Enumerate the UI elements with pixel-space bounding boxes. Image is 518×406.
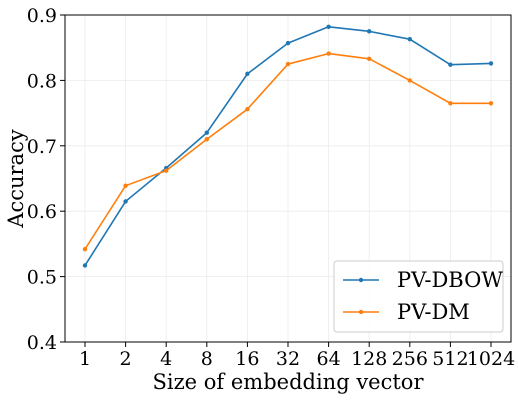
data-point-pv-dbow <box>204 130 209 135</box>
data-point-pv-dbow <box>82 263 88 268</box>
x-axis-title: Size of embedding vector <box>153 370 425 394</box>
legend-marker-pv-dm <box>358 309 364 315</box>
legend-marker-pv-dbow <box>358 277 364 283</box>
y-tick-label: 0.5 <box>27 267 57 289</box>
x-tick-label: 1 <box>79 348 91 370</box>
x-tick-label: 2 <box>120 348 132 370</box>
x-tick-label: 64 <box>317 348 341 370</box>
x-tick-label: 256 <box>392 348 428 370</box>
legend-box <box>333 260 504 333</box>
data-point-pv-dm <box>488 101 494 106</box>
x-tick-label: 4 <box>160 348 172 370</box>
y-tick-label: 0.4 <box>27 332 57 354</box>
legend: PV-DBOW PV-DM <box>333 260 504 333</box>
data-point-pv-dm <box>164 168 169 173</box>
y-axis-title: Accuracy <box>4 129 28 229</box>
data-point-pv-dbow <box>245 71 250 77</box>
data-point-pv-dm <box>407 78 412 83</box>
data-point-pv-dbow <box>407 36 412 42</box>
y-tick-label: 0.6 <box>27 201 57 223</box>
data-point-pv-dm <box>245 106 250 112</box>
data-point-pv-dm <box>204 137 209 142</box>
y-tick-label: 0.7 <box>27 136 57 158</box>
data-point-pv-dbow <box>326 24 331 29</box>
x-tick-label: 32 <box>276 348 300 370</box>
x-tick-label: 8 <box>201 348 213 370</box>
data-point-pv-dm <box>326 51 331 56</box>
y-tick-label: 0.9 <box>27 5 57 27</box>
data-point-pv-dbow <box>367 29 372 34</box>
legend-label-pv-dm: PV-DM <box>397 300 470 324</box>
data-point-pv-dm <box>448 101 453 106</box>
data-point-pv-dbow <box>123 199 128 204</box>
data-point-pv-dm <box>123 183 128 188</box>
data-point-pv-dm <box>285 61 291 67</box>
series-pv-dm <box>82 51 494 252</box>
series-layer <box>82 24 494 268</box>
x-tick-label: 16 <box>235 348 259 370</box>
data-point-pv-dbow <box>285 40 291 46</box>
data-point-pv-dm <box>82 246 88 252</box>
x-tick-label: 512 <box>432 348 468 370</box>
data-point-pv-dbow <box>448 62 453 67</box>
legend-label-pv-dbow: PV-DBOW <box>397 268 503 292</box>
data-point-pv-dbow <box>488 61 494 66</box>
y-tick-label: 0.8 <box>27 70 57 92</box>
x-tick-label: 128 <box>351 348 387 370</box>
data-point-pv-dm <box>367 56 372 62</box>
x-tick-label: 1024 <box>467 348 515 370</box>
